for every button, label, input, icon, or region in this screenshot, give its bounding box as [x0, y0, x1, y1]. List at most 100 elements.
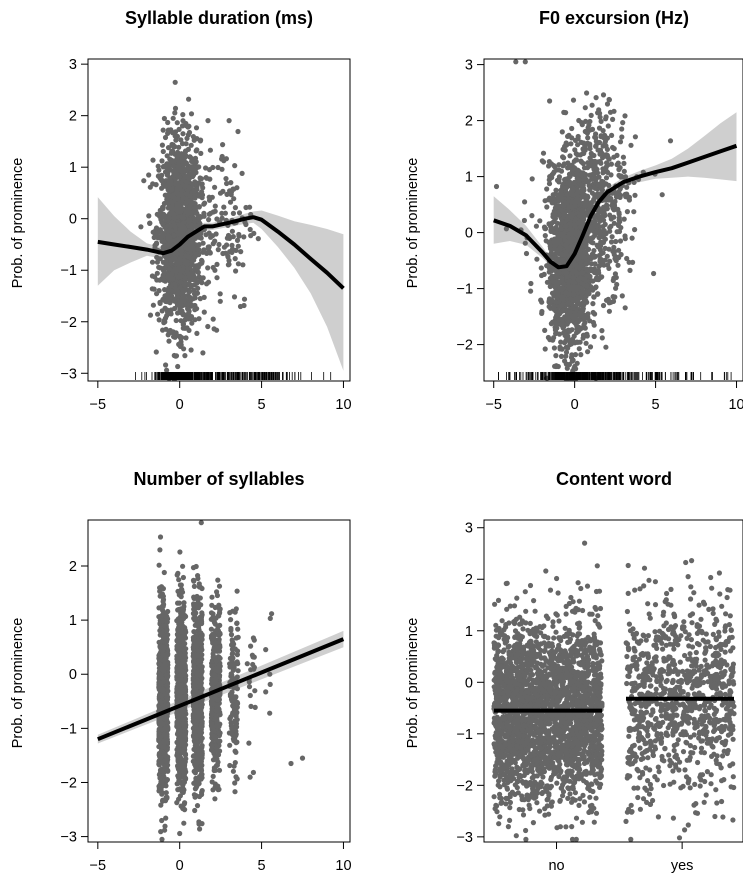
data-point [560, 325, 566, 331]
data-point [607, 109, 614, 115]
data-point [228, 180, 234, 186]
data-point [175, 173, 181, 179]
data-point [196, 204, 202, 210]
data-point [578, 289, 584, 295]
data-point [616, 211, 622, 217]
x-tick-label: 0 [176, 397, 184, 413]
data-point [229, 228, 235, 234]
data-point [588, 112, 594, 118]
data-point [180, 322, 186, 328]
data-point [153, 240, 160, 246]
data-point [659, 192, 665, 198]
data-point [548, 268, 554, 274]
data-point [186, 310, 192, 316]
data-point [159, 142, 165, 148]
data-point [552, 363, 558, 369]
data-point [231, 294, 238, 300]
data-point [179, 295, 185, 302]
data-point [182, 353, 188, 359]
data-point [172, 223, 178, 229]
data-point [194, 263, 200, 269]
data-point [195, 246, 201, 252]
x-tick-label: 10 [728, 397, 743, 413]
data-point [576, 301, 582, 307]
data-point [562, 358, 568, 364]
data-point [579, 122, 585, 128]
data-point [620, 120, 626, 126]
data-point [592, 164, 598, 170]
data-point [219, 166, 225, 172]
data-point [191, 168, 197, 174]
data-point [221, 158, 227, 164]
data-point [611, 275, 617, 281]
data-point [603, 175, 610, 181]
data-point [225, 232, 232, 239]
data-point [170, 148, 176, 154]
data-point [571, 283, 577, 290]
data-point [220, 142, 226, 148]
data-point [616, 166, 622, 173]
data-point [551, 163, 557, 169]
data-point [170, 268, 176, 274]
data-point [614, 281, 620, 288]
data-point [182, 161, 188, 167]
data-point [613, 238, 619, 245]
data-point [190, 245, 196, 251]
data-point [538, 265, 544, 271]
data-point [632, 192, 638, 198]
data-point [624, 184, 630, 190]
data-point [182, 286, 188, 292]
data-point [614, 152, 620, 158]
data-point [211, 326, 217, 332]
data-point [150, 157, 156, 163]
data-point [604, 206, 610, 212]
data-point [580, 207, 586, 213]
y-tick-label: 0 [465, 226, 473, 242]
data-point [576, 117, 582, 124]
data-point [185, 166, 191, 172]
data-point [561, 185, 567, 191]
data-point [570, 97, 577, 103]
data-point [225, 254, 231, 260]
data-point [201, 294, 207, 300]
y-tick-label: 2 [69, 109, 77, 125]
data-point [523, 250, 530, 257]
data-point [579, 309, 585, 315]
data-point [212, 267, 218, 273]
data-point [187, 277, 193, 283]
data-point [582, 320, 588, 326]
data-point [230, 234, 236, 240]
data-point [609, 234, 615, 240]
data-point [217, 291, 223, 297]
data-point [564, 142, 570, 148]
data-point [599, 150, 605, 156]
data-point [190, 134, 196, 140]
data-point [165, 119, 171, 126]
data-point [598, 243, 604, 249]
data-point [141, 178, 147, 184]
data-point [593, 131, 599, 137]
data-point [160, 127, 166, 133]
data-point [593, 138, 599, 144]
data-point [162, 134, 169, 141]
data-point [572, 147, 578, 153]
data-point [188, 142, 194, 148]
data-point [191, 188, 197, 195]
data-point [557, 344, 563, 350]
data-point [574, 323, 580, 329]
x-tick-label: 10 [335, 397, 351, 413]
data-point [208, 234, 214, 240]
data-point [214, 275, 220, 281]
data-point [191, 287, 197, 293]
data-point [620, 154, 627, 160]
data-point [584, 283, 590, 289]
data-point [205, 265, 211, 271]
data-point [550, 192, 556, 198]
data-point [569, 185, 576, 191]
data-point [175, 230, 181, 236]
data-point [177, 300, 183, 306]
data-point [600, 128, 606, 134]
data-point [224, 242, 230, 248]
data-point [179, 291, 185, 297]
data-point [571, 291, 577, 297]
